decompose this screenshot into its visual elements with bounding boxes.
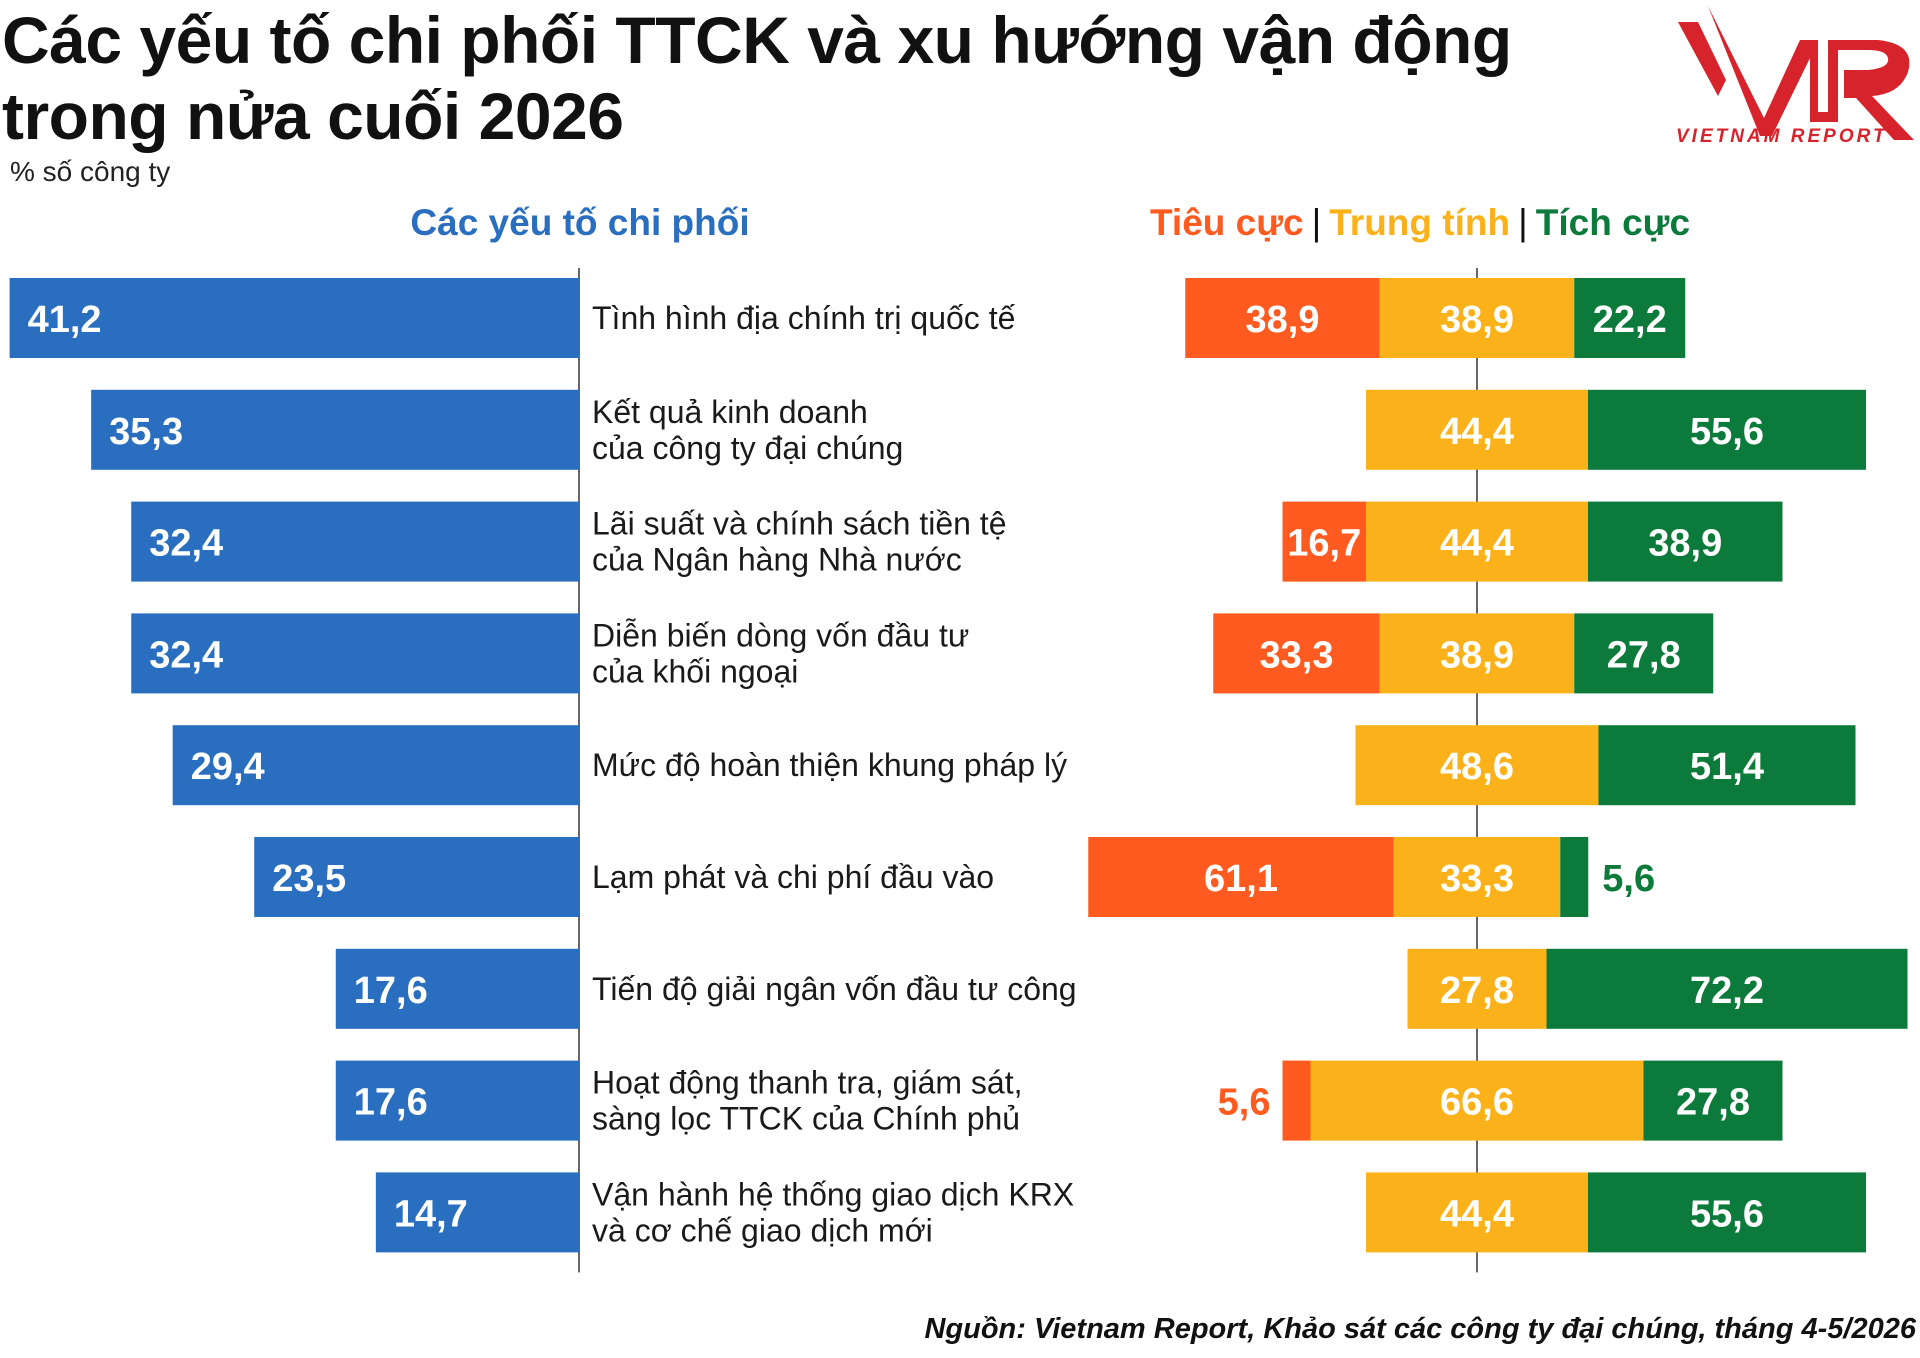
positive-bar: [1546, 948, 1908, 1029]
neutral-bar: [1366, 1172, 1588, 1253]
positive-bar: [1643, 1060, 1783, 1141]
factor-bar: [131, 613, 579, 694]
factor-label: Hoạt động thanh tra, giám sát,: [592, 1065, 1022, 1101]
positive-bar: [1588, 389, 1866, 470]
factor-bar-value: 17,6: [354, 1082, 428, 1124]
factor-bar: [131, 501, 579, 582]
neutral-value: 38,9: [1440, 299, 1514, 341]
positive-bar: [1560, 837, 1589, 917]
positive-value: 72,2: [1690, 970, 1764, 1012]
neutral-bar: [1393, 837, 1561, 917]
negative-bar: [1185, 278, 1380, 358]
factor-bar-value: 17,6: [354, 970, 428, 1012]
factor-bar-value: 23,5: [272, 858, 346, 900]
factor-bar-value: 14,7: [394, 1193, 468, 1235]
positive-value: 27,8: [1676, 1082, 1750, 1124]
factor-label: Vận hành hệ thống giao dịch KRX: [592, 1176, 1074, 1212]
factor-bar: [254, 837, 580, 917]
factor-bar: [91, 389, 580, 470]
positive-value: 55,6: [1690, 1193, 1764, 1235]
neutral-value: 48,6: [1440, 746, 1514, 788]
negative-bar: [1282, 1060, 1311, 1141]
factor-label: và cơ chế giao dịch mới: [592, 1212, 933, 1248]
factor-label: Mức độ hoàn thiện khung pháp lý: [592, 747, 1067, 783]
negative-bar: [1282, 501, 1366, 582]
negative-value: 38,9: [1246, 299, 1320, 341]
factor-label: của công ty đại chúng: [592, 430, 903, 466]
factor-bar: [335, 948, 579, 1029]
positive-value: 55,6: [1690, 411, 1764, 453]
factor-bar-value: 29,4: [191, 746, 265, 788]
positive-bar: [1588, 501, 1783, 582]
positive-bar: [1574, 278, 1686, 358]
unit-label: % số công ty: [10, 156, 171, 187]
neutral-bar: [1355, 725, 1599, 806]
legend-separator: |: [1311, 202, 1322, 243]
negative-bar: [1213, 613, 1380, 694]
factor-bar: [9, 278, 579, 358]
legend-neutral: Trung tính: [1329, 202, 1511, 243]
neutral-bar: [1366, 501, 1588, 582]
negative-value: 61,1: [1204, 858, 1278, 900]
factor-bar-value: 41,2: [28, 299, 102, 341]
negative-value: 5,6: [1218, 1082, 1271, 1124]
neutral-bar: [1407, 948, 1547, 1029]
neutral-value: 66,6: [1440, 1082, 1514, 1124]
neutral-value: 38,9: [1440, 634, 1514, 676]
chart-title: Các yếu tố chi phối TTCK và xu hướng vận…: [2, 3, 1512, 153]
neutral-value: 44,4: [1440, 1193, 1514, 1235]
positive-bar: [1574, 613, 1714, 694]
positive-value: 22,2: [1593, 299, 1667, 341]
factor-label: Tình hình địa chính trị quốc tế: [592, 300, 1016, 336]
factor-label: sàng lọc TTCK của Chính phủ: [592, 1101, 1020, 1137]
factor-bar-value: 32,4: [149, 634, 223, 676]
left-header: Các yếu tố chi phối: [410, 202, 750, 243]
factor-bar-value: 35,3: [109, 411, 183, 453]
legend-positive: Tích cực: [1535, 202, 1691, 243]
factor-label: Lãi suất và chính sách tiền tệ: [592, 506, 1006, 542]
legend-negative: Tiêu cực: [1150, 202, 1304, 243]
neutral-value: 27,8: [1440, 970, 1514, 1012]
legend-separator: |: [1518, 202, 1528, 243]
positive-value: 27,8: [1607, 634, 1681, 676]
neutral-value: 44,4: [1440, 523, 1514, 565]
positive-value: 5,6: [1602, 858, 1655, 900]
factor-bar: [335, 1060, 579, 1141]
neutral-value: 44,4: [1440, 411, 1514, 453]
neutral-value: 33,3: [1440, 858, 1514, 900]
factor-label: Tiến độ giải ngân vốn đầu tư công: [592, 971, 1077, 1007]
factor-bar: [172, 725, 579, 806]
positive-bar: [1598, 725, 1856, 806]
positive-value: 38,9: [1648, 523, 1722, 565]
factor-label: của khối ngoại: [592, 653, 798, 689]
negative-value: 33,3: [1260, 634, 1334, 676]
factor-label: Kết quả kinh doanh: [592, 394, 868, 430]
neutral-bar: [1366, 389, 1588, 470]
neutral-bar: [1310, 1060, 1644, 1141]
logo-text: VIETNAM REPORT: [1676, 126, 1888, 147]
legend: Tiêu cực | Trung tính | Tích cực: [1150, 202, 1690, 244]
neutral-bar: [1379, 613, 1575, 694]
factor-label: của Ngân hàng Nhà nước: [592, 542, 962, 578]
factor-bar-value: 32,4: [149, 523, 223, 565]
factor-label: Lạm phát và chi phí đầu vào: [592, 859, 994, 895]
neutral-bar: [1379, 278, 1575, 358]
source-note: Nguồn: Vietnam Report, Khảo sát các công…: [924, 1313, 1916, 1345]
positive-value: 51,4: [1690, 746, 1764, 788]
negative-value: 16,7: [1287, 523, 1361, 565]
factor-label: Diễn biến dòng vốn đầu tư: [592, 617, 969, 653]
negative-bar: [1088, 837, 1394, 917]
vnr-logo: [1678, 6, 1914, 140]
factor-bar: [375, 1172, 579, 1253]
positive-bar: [1588, 1172, 1866, 1253]
